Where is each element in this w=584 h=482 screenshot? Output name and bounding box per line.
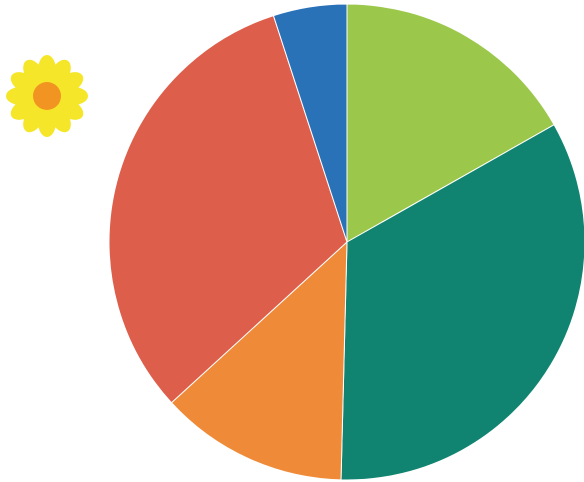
pie-slice-4 [108, 15, 348, 404]
flower-petal [23, 59, 45, 88]
flower-petals [6, 55, 88, 137]
pie-slice-2 [340, 124, 584, 481]
pie-slice-1 [346, 3, 555, 243]
pie-slice-3 [170, 240, 348, 481]
pie-slice-5 [272, 3, 348, 243]
sunflower-icon [6, 55, 88, 137]
flower-center [33, 82, 61, 110]
